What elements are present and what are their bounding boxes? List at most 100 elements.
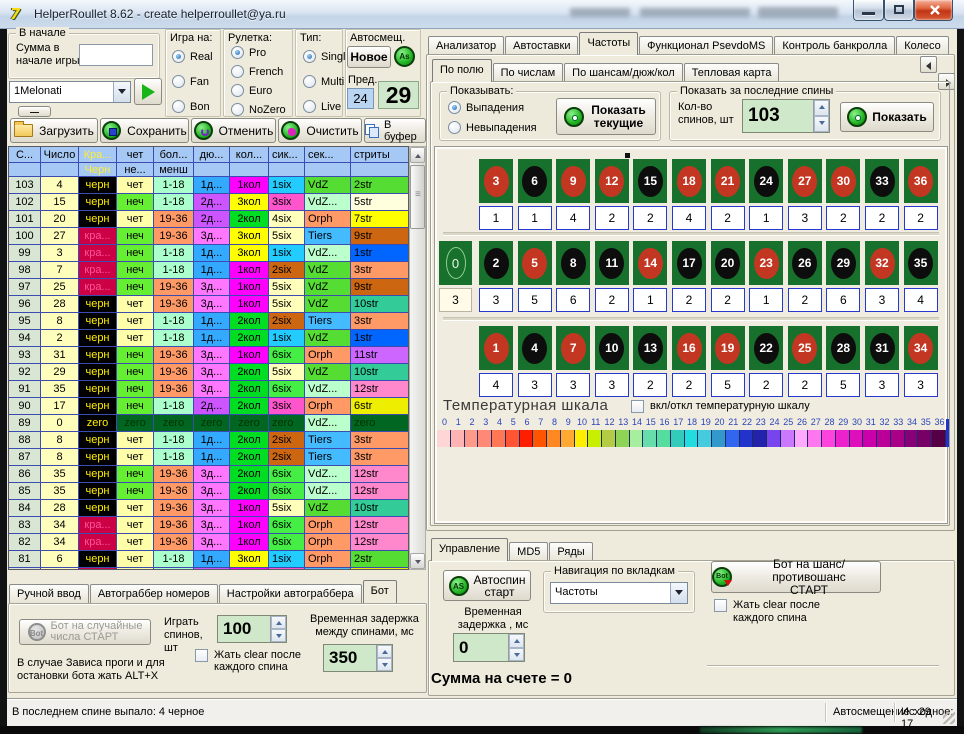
table-cell[interactable]: 1кол xyxy=(230,500,269,517)
table-cell[interactable]: VdZ xyxy=(305,262,351,279)
table-cell[interactable]: 102 xyxy=(9,194,41,211)
table-cell[interactable]: 3д... xyxy=(194,483,230,500)
table-cell[interactable]: черн xyxy=(79,432,117,449)
table-cell[interactable]: 3str xyxy=(351,313,408,330)
temp-scale-checkbox[interactable]: вкл/откл температурную шкалу xyxy=(631,400,810,413)
table-cell[interactable]: 9str xyxy=(351,228,408,245)
table-cell[interactable]: черн xyxy=(79,483,117,500)
spin-delay-stepper[interactable]: 350 xyxy=(323,644,393,672)
table-cell[interactable]: 3кол xyxy=(230,245,269,262)
table-cell[interactable]: 10str xyxy=(351,364,408,381)
main-tab[interactable]: Частоты xyxy=(579,32,639,55)
table-cell[interactable]: 1д... xyxy=(194,262,230,279)
table-cell[interactable]: 1str xyxy=(351,245,408,262)
table-cell[interactable]: 31 xyxy=(41,347,79,364)
board-number-cell[interactable]: 19 xyxy=(710,326,745,370)
table-cell[interactable]: 6six xyxy=(269,347,305,364)
table-cell[interactable]: 82 xyxy=(9,534,41,551)
table-cell[interactable]: 94 xyxy=(9,330,41,347)
table-cell[interactable]: zero xyxy=(117,415,154,432)
table-cell[interactable]: чет xyxy=(117,296,154,313)
table-cell[interactable]: 1д... xyxy=(194,330,230,347)
table-cell[interactable]: 3д... xyxy=(194,534,230,551)
table-cell[interactable]: чет xyxy=(117,568,154,569)
table-cell[interactable]: 2кол xyxy=(230,466,269,483)
board-number-cell[interactable]: 5 xyxy=(517,241,552,285)
board-number-cell[interactable]: 10 xyxy=(594,326,629,370)
table-cell[interactable]: 20 xyxy=(41,211,79,228)
table-cell[interactable]: 19-36 xyxy=(154,296,194,313)
bot-tab[interactable]: Ручной ввод xyxy=(9,584,89,603)
table-cell[interactable]: 3str xyxy=(351,262,408,279)
board-number-cell[interactable]: 15 xyxy=(633,159,668,203)
table-cell[interactable]: Orph xyxy=(305,517,351,534)
table-cell[interactable]: 3кол xyxy=(230,194,269,211)
table-cell[interactable]: VdZ... xyxy=(305,415,351,432)
table-cell[interactable]: 2кол xyxy=(230,313,269,330)
radio-french[interactable]: French xyxy=(231,65,283,78)
table-cell[interactable]: Tiers xyxy=(305,568,351,569)
table-cell[interactable]: черн xyxy=(79,500,117,517)
freq-tab[interactable]: По шансам/дюж/кол xyxy=(564,63,683,82)
board-number-cell[interactable]: 17 xyxy=(672,241,706,285)
board-number-cell[interactable]: 30 xyxy=(826,159,861,203)
main-tab[interactable]: Колесо xyxy=(896,36,949,55)
table-cell[interactable]: неч xyxy=(117,364,154,381)
table-cell[interactable]: 7str xyxy=(351,211,408,228)
radio-pro[interactable]: Pro xyxy=(231,46,266,59)
table-cell[interactable]: 1кол xyxy=(230,568,269,569)
table-cell[interactable]: VdZ xyxy=(305,177,351,194)
table-cell[interactable]: 34 xyxy=(41,517,79,534)
table-cell[interactable]: 1д... xyxy=(194,245,230,262)
table-cell[interactable]: 19-36 xyxy=(154,483,194,500)
table-cell[interactable]: 88 xyxy=(9,432,41,449)
ctl-tab[interactable]: Ряды xyxy=(549,542,593,561)
save-button[interactable]: Сохранить xyxy=(100,118,189,143)
board-number-cell[interactable]: 4 xyxy=(517,326,552,370)
play-button[interactable] xyxy=(134,78,162,105)
board-number-cell[interactable]: 20 xyxy=(710,241,745,285)
undo-button[interactable]: Отменить xyxy=(191,118,276,143)
table-cell[interactable]: 2кол xyxy=(230,211,269,228)
table-cell[interactable]: 6six xyxy=(269,381,305,398)
board-number-cell[interactable]: 2 xyxy=(479,241,513,285)
table-cell[interactable]: 3д... xyxy=(194,517,230,534)
table-cell[interactable]: 6str xyxy=(351,398,408,415)
table-cell[interactable]: 99 xyxy=(9,245,41,262)
table-cell[interactable]: 19-36 xyxy=(154,228,194,245)
table-cell[interactable]: 3д... xyxy=(194,228,230,245)
new-button[interactable]: Новое xyxy=(347,46,391,68)
last-spins-stepper[interactable]: 103 xyxy=(742,99,830,133)
table-cell[interactable]: неч xyxy=(117,381,154,398)
table-cell[interactable]: 1six xyxy=(269,551,305,568)
table-cell[interactable]: 1-18 xyxy=(154,313,194,330)
table-cell[interactable]: 8 xyxy=(41,313,79,330)
table-cell[interactable]: неч xyxy=(117,466,154,483)
table-cell[interactable]: 8 xyxy=(41,449,79,466)
table-cell[interactable]: 2six xyxy=(269,432,305,449)
main-tab[interactable]: Функционал PsevdoMS xyxy=(639,36,774,55)
table-cell[interactable]: 1кол xyxy=(230,279,269,296)
table-cell[interactable]: 6six xyxy=(269,534,305,551)
table-cell[interactable]: черн xyxy=(79,364,117,381)
table-cell[interactable]: 80 xyxy=(9,568,41,569)
table-cell[interactable]: черн xyxy=(79,466,117,483)
load-button[interactable]: Загрузить xyxy=(10,118,98,143)
table-cell[interactable]: 2кол xyxy=(230,364,269,381)
board-number-cell[interactable]: 28 xyxy=(826,326,861,370)
table-cell[interactable]: 1-18 xyxy=(154,262,194,279)
board-number-cell[interactable]: 7 xyxy=(556,326,591,370)
table-cell[interactable]: zero xyxy=(351,415,408,432)
table-cell[interactable]: неч xyxy=(117,347,154,364)
table-cell[interactable]: черн xyxy=(79,313,117,330)
table-cell[interactable]: неч xyxy=(117,483,154,500)
board-number-cell[interactable]: 22 xyxy=(749,326,784,370)
table-cell[interactable]: 2д... xyxy=(194,398,230,415)
table-cell[interactable]: VdZ... xyxy=(305,245,351,262)
table-cell[interactable]: 3кол xyxy=(230,551,269,568)
board-number-cell[interactable]: 36 xyxy=(903,159,938,203)
table-cell[interactable]: 3д... xyxy=(194,347,230,364)
table-cell[interactable]: 2six xyxy=(269,449,305,466)
table-cell[interactable]: чет xyxy=(117,551,154,568)
table-cell[interactable]: 1кол xyxy=(230,517,269,534)
